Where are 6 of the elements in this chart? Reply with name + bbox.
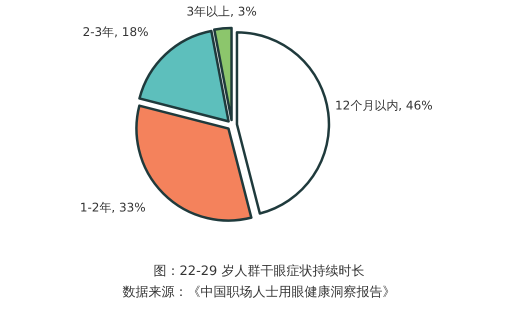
slice-label: 3年以上, 3% bbox=[186, 4, 257, 18]
text: 图：22-29 岁人群干眼症状持续时长 bbox=[154, 264, 364, 279]
slice-label: 12个月以内, 46% bbox=[335, 98, 433, 113]
slice-label: 1-2年, 33% bbox=[80, 200, 146, 214]
slice-label: 2-3年, 18% bbox=[82, 25, 148, 40]
source-note: 数据来源：《中国职场人士用眼健康洞察报告》 bbox=[122, 284, 396, 300]
